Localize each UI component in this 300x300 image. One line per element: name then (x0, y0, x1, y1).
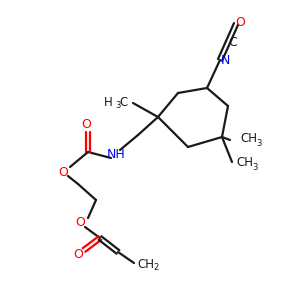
Text: O: O (58, 166, 68, 178)
Text: 3: 3 (115, 101, 121, 110)
Text: NH: NH (106, 148, 125, 160)
Text: O: O (81, 118, 91, 131)
Text: 2: 2 (153, 263, 158, 272)
Text: H: H (104, 95, 113, 109)
Text: CH: CH (240, 133, 257, 146)
Text: N: N (220, 53, 230, 67)
Text: CH: CH (137, 257, 154, 271)
Text: 3: 3 (256, 140, 261, 148)
Text: CH: CH (236, 157, 253, 169)
Text: 3: 3 (252, 163, 257, 172)
Text: O: O (73, 248, 83, 260)
Text: C: C (120, 95, 128, 109)
Text: O: O (235, 16, 245, 29)
Text: O: O (75, 217, 85, 230)
Text: C: C (229, 35, 237, 49)
